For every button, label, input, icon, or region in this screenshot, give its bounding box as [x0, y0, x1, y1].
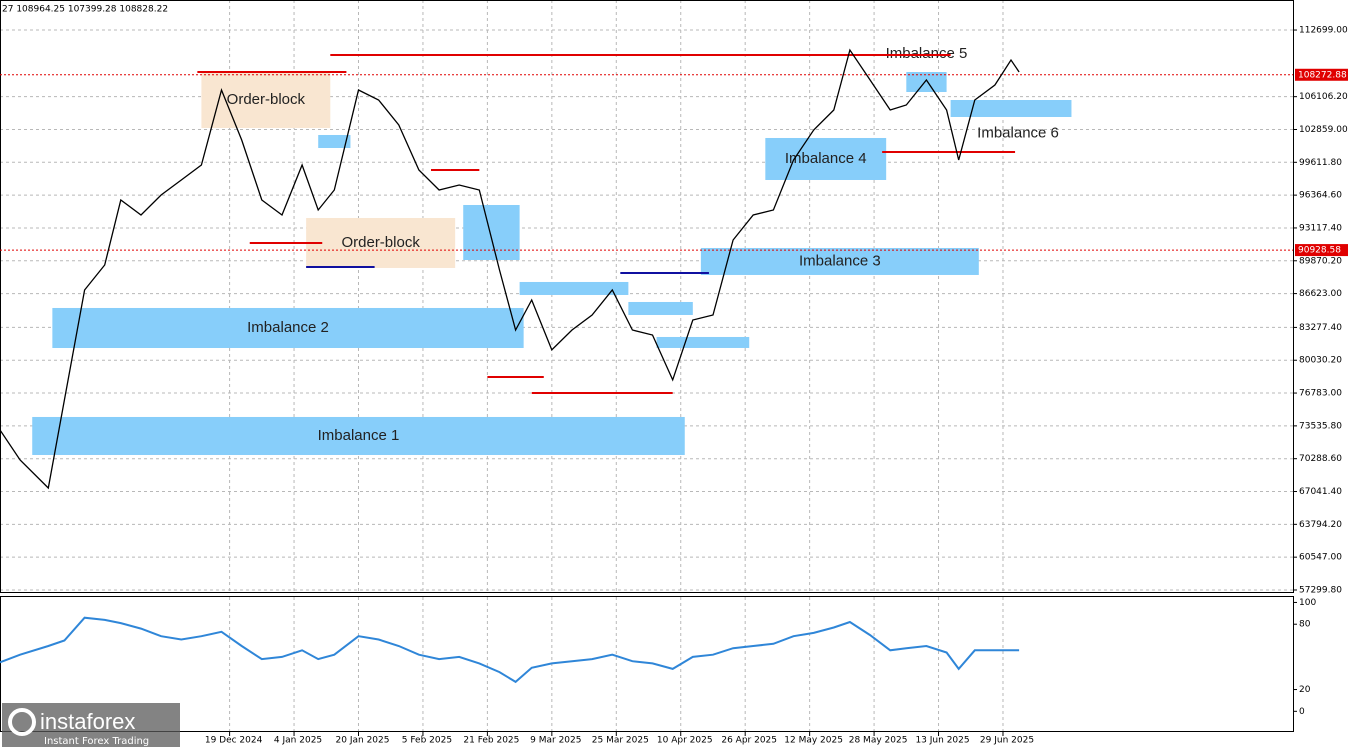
y-tick-label: 70288.60 [1299, 454, 1342, 464]
y-tick-label: 80 [1299, 620, 1311, 630]
y-tick-label: 80030.20 [1299, 356, 1342, 366]
zone-label: Imbalance 4 [785, 150, 867, 167]
zone [306, 217, 456, 268]
zone [519, 281, 629, 295]
y-tick-label: 57299.80 [1299, 585, 1342, 595]
rsi-panel-frame [0, 596, 1294, 732]
y-tick-label: 67041.40 [1299, 487, 1342, 497]
y-tick-label: 20 [1299, 685, 1311, 695]
logo: instaforex Instant Forex Trading [2, 703, 180, 747]
zone-label: Imbalance 2 [247, 319, 329, 336]
zone [950, 99, 1072, 117]
y-tick-label: 83277.40 [1299, 323, 1342, 333]
zone-label: Imbalance 1 [318, 427, 400, 444]
x-tick-label: 5 Feb 2025 [402, 736, 452, 746]
price-panel-frame [0, 0, 1294, 593]
x-tick-label: 4 Jan 2025 [274, 736, 322, 746]
y-tick-label: 60547.00 [1299, 553, 1342, 563]
x-tick-label: 13 Jun 2025 [915, 736, 969, 746]
brand-name: instaforex [40, 709, 135, 734]
y-tick-label: 0 [1299, 707, 1305, 717]
zone-label: Imbalance 3 [799, 252, 881, 269]
zone-label: Order-block [227, 91, 306, 108]
y-tick-label: 89870.20 [1299, 256, 1342, 266]
plot-layer [0, 0, 1293, 732]
zone [52, 307, 524, 349]
zone [32, 416, 685, 455]
x-tick-label: 25 Mar 2025 [592, 736, 649, 746]
zone-label: Imbalance 6 [977, 124, 1059, 141]
price-label: 108272.88 [1298, 70, 1347, 80]
zone [765, 137, 887, 180]
x-tick-label: 29 Jun 2025 [980, 736, 1034, 746]
y-tick-label: 106106.20 [1299, 92, 1348, 102]
zone [463, 204, 520, 260]
zone [656, 336, 750, 348]
price-label-bg [1295, 68, 1348, 81]
y-tick-label: 73535.80 [1299, 421, 1342, 431]
y-tick-label: 93117.40 [1299, 223, 1342, 233]
price-label: 90928.58 [1298, 246, 1341, 256]
zone [906, 71, 947, 92]
zone-label: Order-block [341, 234, 420, 251]
x-tick-label: 26 Apr 2025 [721, 736, 777, 746]
x-tick-label: 9 Mar 2025 [530, 736, 581, 746]
logo-icon [8, 708, 36, 736]
x-tick-label: 19 Dec 2024 [205, 736, 263, 746]
zone [700, 247, 979, 275]
y-tick-label: 96364.60 [1299, 191, 1342, 201]
y-tick-label: 100 [1299, 598, 1316, 608]
x-tick-label: 10 Apr 2025 [657, 736, 713, 746]
y-tick-label: 102859.00 [1299, 125, 1348, 135]
zone [201, 71, 331, 128]
zone-label: Imbalance 5 [886, 45, 968, 62]
price-line-series [0, 48, 1020, 490]
y-tick-label: 76783.00 [1299, 389, 1342, 399]
x-tick-label: 21 Feb 2025 [463, 736, 519, 746]
zone [628, 301, 693, 315]
y-tick-label: 99611.80 [1299, 158, 1342, 168]
y-tick-label: 63794.20 [1299, 520, 1342, 530]
zone [318, 134, 351, 148]
y-tick-label: 112699.00 [1299, 26, 1348, 36]
y-tick-label: 86623.00 [1299, 289, 1342, 299]
rsi-line [0, 616, 1020, 684]
x-tick-label: 28 May 2025 [849, 736, 908, 746]
brand-tagline: Instant Forex Trading [44, 736, 149, 747]
header: 27 108964.25 107399.28 108828.22 [2, 5, 168, 15]
x-tick-label: 20 Jan 2025 [336, 736, 390, 746]
price-label-bg [1295, 244, 1348, 257]
x-tick-label: 12 May 2025 [784, 736, 843, 746]
